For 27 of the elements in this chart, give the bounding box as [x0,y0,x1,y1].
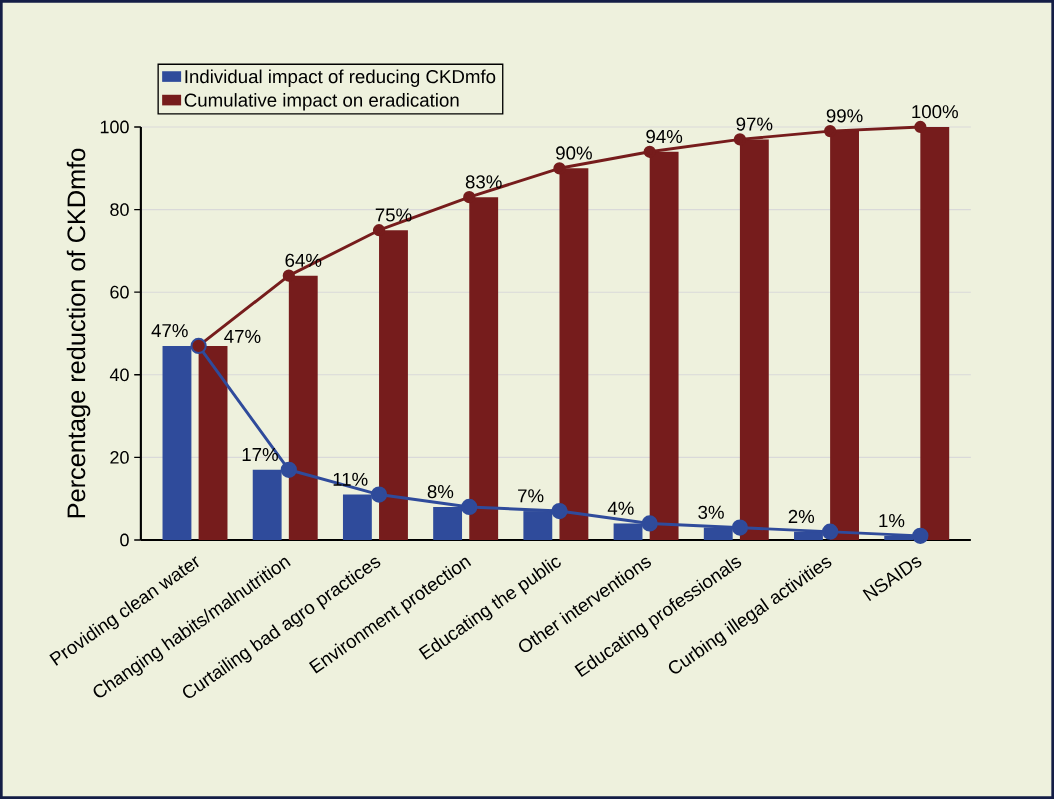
data-label: 47% [151,324,188,338]
data-label: 7% [518,489,544,503]
y-axis-title: Percentage reduction of CKDmfo [66,148,91,518]
data-label: 47% [224,329,261,343]
data-label: 3% [698,505,724,519]
y-tick-label: 60 [110,285,129,299]
data-label: 11% [333,472,368,486]
data-label: 83% [465,175,502,189]
data-label: 94% [646,129,683,144]
data-label: 99% [826,109,863,123]
data-label: 17% [242,447,278,462]
data-label: 75% [375,208,412,222]
legend-label: Cumulative impact on eradication [184,93,459,111]
data-label: 97% [736,117,773,131]
data-label: 100% [912,105,958,119]
y-tick-label: 80 [110,203,129,216]
y-tick-label: 0 [120,533,129,547]
legend-label: Individual impact of reducing CKDmfo [185,69,496,87]
data-label: 8% [427,485,454,499]
data-label: 2% [788,509,815,524]
y-tick-label: 40 [109,368,129,382]
data-label: 1% [879,514,905,528]
data-label: 64% [285,253,322,267]
data-label: 4% [607,501,634,515]
y-tick-label: 20 [110,451,129,464]
y-tick-label: 100 [100,120,129,134]
data-label: 90% [556,146,592,160]
